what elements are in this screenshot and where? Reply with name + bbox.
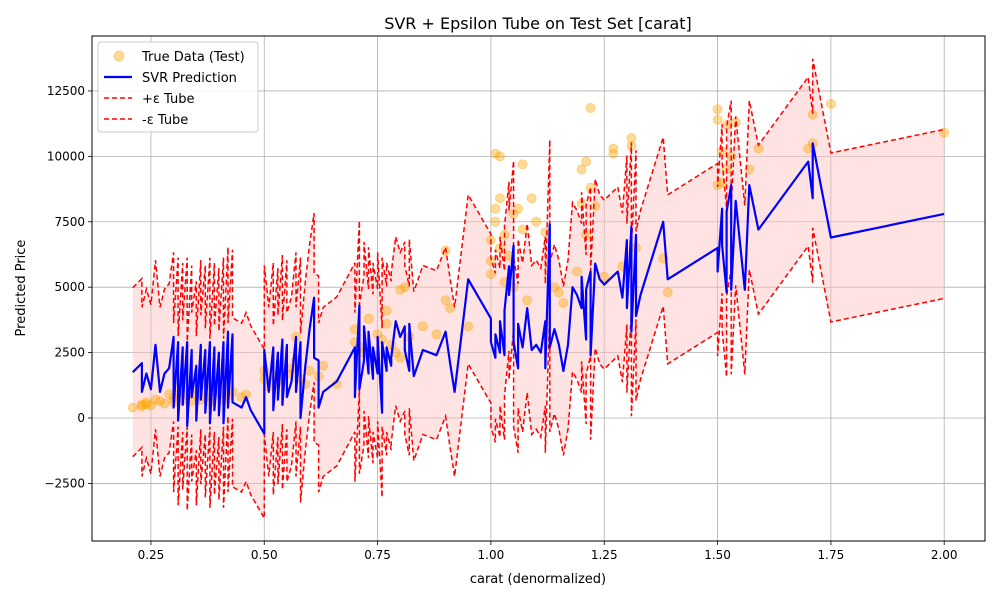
true-data-point [431,329,442,340]
y-tick-label: 10000 [47,149,85,163]
y-tick-label: 7500 [54,215,85,229]
legend-label-plus-epsilon: +ε Tube [142,92,195,107]
legend-marker-true-data [113,50,125,62]
true-data-point [576,164,587,175]
y-tick-label: 0 [77,411,85,425]
true-data-point [581,156,592,167]
legend: True Data (Test) SVR Prediction +ε Tube … [97,41,259,133]
x-axis-label: carat (denormalized) [470,572,606,587]
true-data-point [585,103,596,113]
true-data-point [304,365,315,376]
true-data-point [513,203,524,214]
true-data-point [517,159,528,170]
y-tick-label: 2500 [54,346,85,360]
legend-entry-minus-epsilon: -ε Tube [104,113,188,128]
true-data-point [395,284,406,295]
true-data-point [381,318,392,329]
x-tick-label: 0.75 [364,548,391,562]
x-tick-label: 0.25 [138,548,165,562]
x-tick-label: 0.50 [251,548,278,562]
x-tick-label: 1.00 [478,548,505,562]
true-data-point [463,321,474,332]
true-data-point [662,287,673,298]
true-data-point [608,143,619,154]
true-data-point [526,193,537,204]
svr-prediction-line [132,142,945,435]
true-data-point [141,399,152,410]
legend-entry-plus-epsilon: +ε Tube [104,92,195,107]
true-data-point [522,295,533,306]
true-data-point [712,104,723,115]
y-axis-ticks: −2500 0 2500 5000 7500 10000 12500 [44,84,92,490]
prediction-line-layer [132,142,945,435]
y-axis-label: Predicted Price [14,240,29,337]
plot-frame [91,35,986,542]
true-data-point [531,216,542,227]
true-data-point [136,401,147,412]
true-data-point [712,114,723,125]
legend-entry-svr-prediction: SVR Prediction [104,71,237,86]
x-tick-label: 1.50 [704,548,731,562]
true-data-point [572,266,582,277]
true-data-point [495,151,505,162]
true-data-point [318,360,329,371]
x-tick-label: 1.75 [818,548,845,562]
true-data-point [399,282,410,293]
legend-entry-true-data: True Data (Test) [113,50,245,65]
legend-label-true-data: True Data (Test) [141,50,245,65]
y-tick-label: −2500 [44,476,85,490]
true-data-point [141,397,152,408]
true-data-point [490,216,501,227]
true-data-point [608,148,619,159]
true-data-point [145,400,156,411]
x-axis-ticks: 0.25 0.50 0.75 1.00 1.25 1.50 1.75 2.00 [138,541,958,562]
true-data-point [127,402,138,413]
true-data-point [553,287,564,298]
true-data-point [150,394,161,405]
true-data-point [155,396,165,407]
x-tick-label: 2.00 [931,548,958,562]
true-data-point [495,193,505,204]
x-tick-label: 1.25 [591,548,618,562]
true-data-point [717,177,728,188]
chart-title: SVR + Epsilon Tube on Test Set [carat] [384,14,692,33]
true-data-point [300,379,311,389]
true-data-point [395,352,406,363]
true-data-point [490,148,501,159]
legend-label-svr-prediction: SVR Prediction [142,71,237,86]
y-tick-label: 12500 [47,84,85,98]
true-data-point [159,398,170,409]
true-data-point [490,203,501,214]
true-data-point [825,99,836,109]
true-data-point [363,313,374,324]
plus-epsilon-line [132,58,945,352]
true-data-point [445,303,456,314]
minus-epsilon-line [132,227,945,521]
true-data-point [485,269,496,280]
gridlines [92,36,985,541]
true-data-point [136,399,147,410]
true-data-point [381,305,392,316]
true-data-point [590,201,601,212]
epsilon-tube-lines [132,58,945,521]
legend-label-minus-epsilon: -ε Tube [142,113,188,128]
true-data-point [440,295,451,306]
legend-box [97,41,259,133]
true-data-point [558,297,569,308]
y-tick-label: 5000 [54,280,85,294]
true-data-point [417,321,428,332]
